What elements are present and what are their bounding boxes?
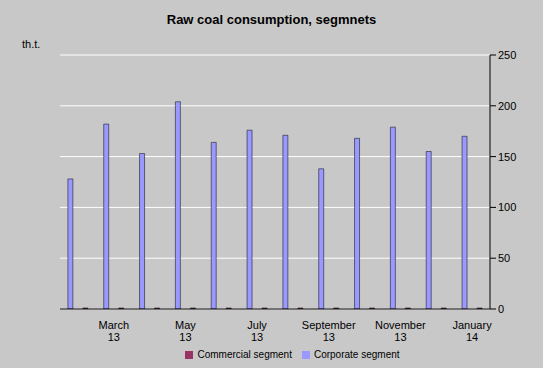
html-text:Corporate segment: Corporate segment [313,349,400,360]
svg-text:150: 150 [498,151,516,163]
html-text:th.t.: th.t. [22,38,41,50]
svg-text:50: 50 [498,252,510,264]
svg-text:200: 200 [498,100,516,112]
svg-text:100: 100 [498,201,516,213]
svg-text:January14: January14 [453,319,493,343]
svg-text:November13: November13 [375,319,426,343]
svg-text:250: 250 [498,49,516,61]
html-text:Raw coal consumption, segmnets: Raw coal consumption, segmnets [166,12,377,27]
svg-text:May13: May13 [175,319,196,343]
svg-text:0: 0 [498,303,504,315]
svg-text:July13: July13 [247,319,267,343]
svg-text:September13: September13 [302,319,356,343]
svg-text:March13: March13 [98,319,129,343]
html-text:Commercial segment: Commercial segment [197,349,292,360]
